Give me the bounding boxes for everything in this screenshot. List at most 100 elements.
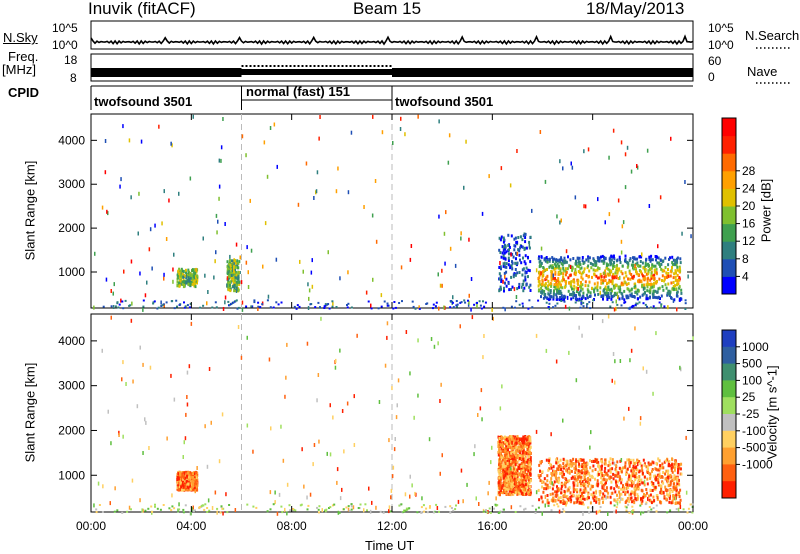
data-cell bbox=[460, 301, 463, 304]
data-cell bbox=[409, 494, 411, 499]
data-cell bbox=[571, 165, 574, 170]
data-cell bbox=[508, 490, 511, 494]
data-cell bbox=[608, 268, 611, 272]
data-cell bbox=[602, 500, 604, 504]
data-cell bbox=[528, 486, 531, 490]
data-cell bbox=[468, 237, 470, 242]
data-cell bbox=[661, 462, 664, 466]
data-cell bbox=[605, 481, 607, 485]
data-cell bbox=[222, 307, 225, 311]
data-cell bbox=[668, 289, 671, 293]
data-cell bbox=[534, 512, 537, 514]
data-cell bbox=[528, 243, 531, 248]
data-cell bbox=[591, 460, 594, 463]
data-cell bbox=[196, 281, 198, 285]
data-cell bbox=[514, 273, 517, 277]
data-cell bbox=[651, 258, 654, 262]
data-cell bbox=[602, 492, 605, 496]
data-cell bbox=[186, 485, 189, 489]
data-cell bbox=[196, 466, 198, 470]
data-cell bbox=[522, 463, 525, 467]
data-cell bbox=[430, 337, 433, 341]
data-cell bbox=[473, 303, 476, 306]
data-cell bbox=[499, 455, 502, 459]
data-cell bbox=[497, 453, 500, 457]
data-cell bbox=[246, 245, 248, 250]
data-cell bbox=[522, 305, 524, 308]
data-cell bbox=[675, 462, 678, 466]
data-cell bbox=[670, 136, 672, 141]
data-cell bbox=[672, 494, 675, 497]
data-cell bbox=[400, 503, 403, 506]
data-cell bbox=[586, 293, 589, 297]
data-cell bbox=[650, 501, 653, 505]
data-cell bbox=[640, 279, 643, 283]
data-cell bbox=[505, 469, 508, 473]
data-cell bbox=[233, 268, 235, 273]
data-cell bbox=[546, 474, 549, 478]
data-cell bbox=[612, 477, 615, 481]
data-cell bbox=[507, 454, 510, 458]
data-cell bbox=[673, 497, 676, 501]
data-cell bbox=[192, 475, 195, 479]
data-cell bbox=[671, 479, 674, 483]
data-cell bbox=[554, 276, 556, 280]
data-cell bbox=[163, 276, 165, 281]
data-cell bbox=[211, 306, 214, 309]
data-cell bbox=[632, 461, 635, 465]
data-cell bbox=[189, 487, 192, 491]
data-cell bbox=[468, 293, 470, 298]
data-cell bbox=[423, 510, 426, 513]
data-cell bbox=[253, 299, 256, 302]
data-cell bbox=[263, 140, 266, 145]
data-cell bbox=[578, 475, 581, 479]
data-cell bbox=[540, 460, 543, 463]
data-cell bbox=[238, 260, 241, 264]
data-cell bbox=[660, 262, 663, 266]
data-cell bbox=[577, 471, 580, 475]
data-cell bbox=[621, 497, 624, 501]
data-cell bbox=[499, 443, 502, 447]
data-cell bbox=[298, 305, 301, 308]
data-cell bbox=[563, 489, 566, 493]
data-cell bbox=[606, 288, 608, 292]
data-cell bbox=[639, 462, 642, 466]
data-cell bbox=[666, 275, 668, 279]
data-cell bbox=[624, 492, 627, 496]
data-cell bbox=[615, 464, 618, 468]
data-cell bbox=[515, 471, 518, 475]
data-cell bbox=[557, 464, 560, 468]
data-cell bbox=[639, 421, 642, 426]
data-cell bbox=[633, 295, 636, 298]
data-cell bbox=[668, 494, 671, 498]
data-cell bbox=[588, 280, 591, 284]
data-cell bbox=[110, 289, 112, 293]
data-cell bbox=[516, 492, 519, 496]
data-cell bbox=[541, 470, 544, 474]
data-cell bbox=[230, 263, 233, 267]
data-cell bbox=[487, 491, 489, 496]
data-cell bbox=[363, 508, 365, 513]
data-cell bbox=[121, 377, 123, 382]
data-cell bbox=[184, 476, 187, 480]
data-cell bbox=[636, 482, 639, 486]
data-cell bbox=[632, 274, 635, 278]
data-cell bbox=[675, 475, 678, 479]
data-cell bbox=[598, 259, 601, 263]
colorbar-swatch bbox=[722, 258, 736, 277]
data-cell bbox=[633, 257, 636, 260]
data-cell bbox=[507, 243, 510, 247]
data-cell bbox=[619, 258, 621, 262]
data-cell bbox=[671, 262, 674, 266]
data-cell bbox=[580, 266, 583, 270]
data-cell bbox=[280, 505, 283, 508]
data-cell bbox=[245, 153, 247, 158]
data-cell bbox=[557, 476, 560, 480]
data-cell bbox=[451, 301, 454, 304]
data-cell bbox=[584, 479, 587, 483]
data-cell bbox=[550, 477, 553, 481]
data-cell bbox=[615, 266, 618, 270]
data-cell bbox=[192, 505, 194, 510]
data-cell bbox=[569, 491, 572, 495]
